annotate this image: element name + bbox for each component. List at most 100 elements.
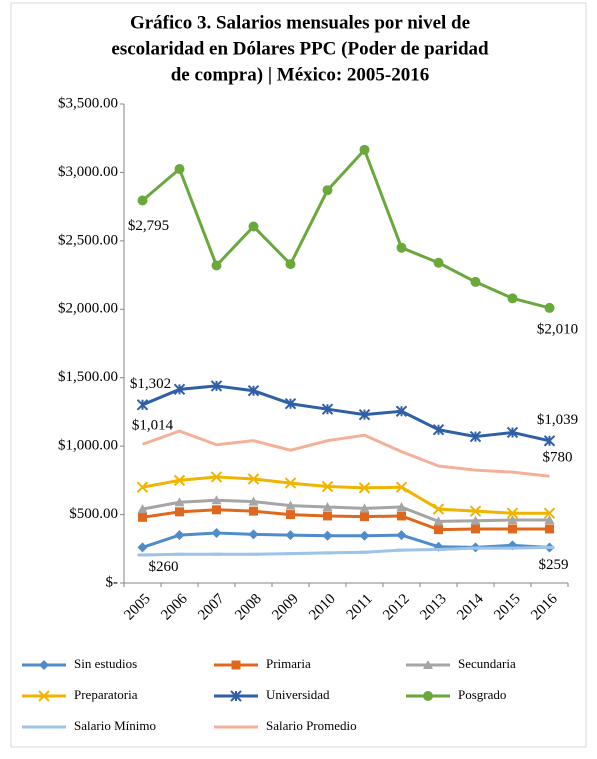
line: [142, 498, 550, 523]
y-tick-label: $2,000.00: [58, 301, 118, 317]
chart-title: Gráfico 3. Salarios mensuales por nivel …: [130, 12, 470, 33]
marker: [173, 383, 186, 396]
marker: [423, 660, 433, 669]
marker: [230, 690, 242, 702]
marker: [285, 530, 296, 541]
marker: [469, 505, 482, 517]
marker: [507, 293, 518, 304]
legend-entry: Sin estudios: [22, 656, 137, 671]
x-tick-label: 2016: [528, 591, 561, 624]
marker: [470, 515, 481, 525]
legend-entry: Posgrado: [406, 687, 506, 702]
marker: [286, 510, 295, 520]
legend-entry: Universidad: [214, 687, 330, 702]
marker: [470, 276, 481, 287]
legend-label: Primaria: [266, 656, 311, 671]
marker: [506, 507, 519, 519]
x-tick-label: 2013: [417, 591, 450, 624]
legend-entry: Salario Mínimo: [22, 718, 156, 733]
marker: [360, 512, 369, 522]
series: [137, 144, 555, 313]
marker: [210, 471, 223, 483]
legend-label: Posgrado: [458, 687, 506, 702]
legend-entry: Secundaria: [406, 656, 516, 671]
legend-entry: Preparatoria: [22, 687, 138, 702]
marker: [544, 302, 555, 313]
marker: [545, 524, 554, 534]
line: [141, 384, 550, 443]
marker: [395, 481, 408, 493]
marker: [136, 481, 149, 493]
line: [142, 545, 550, 557]
marker: [359, 530, 370, 541]
marker: [248, 496, 259, 506]
x-tick-label: 2008: [232, 591, 265, 624]
marker: [174, 164, 185, 175]
legend-label: Universidad: [266, 687, 330, 702]
marker: [423, 691, 433, 701]
y-tick-label: $2,500.00: [58, 232, 118, 248]
marker: [507, 515, 518, 525]
marker: [173, 474, 186, 487]
legend-entry: Salario Promedio: [214, 718, 357, 733]
marker: [322, 502, 333, 512]
x-tick-label: 2014: [454, 591, 487, 624]
legend-entry: Primaria: [214, 656, 311, 671]
line: [142, 531, 550, 550]
marker: [321, 480, 334, 493]
y-tick-label: $1,500.00: [58, 369, 118, 385]
marker: [432, 503, 445, 515]
line: [142, 508, 550, 532]
marker: [321, 403, 334, 415]
data-label: $780: [543, 450, 573, 466]
marker: [395, 405, 408, 417]
marker: [322, 530, 333, 541]
data-label: $260: [149, 559, 179, 575]
marker: [471, 524, 480, 534]
data-label: $259: [539, 557, 569, 573]
marker: [138, 512, 147, 522]
marker: [469, 430, 482, 443]
marker: [506, 426, 519, 439]
marker: [396, 530, 407, 541]
marker: [543, 507, 556, 519]
marker: [434, 525, 443, 535]
marker: [543, 435, 556, 447]
marker: [397, 511, 406, 521]
marker: [358, 482, 371, 494]
series: [136, 471, 556, 519]
marker: [137, 504, 148, 514]
chart-title: de compra) | México: 2005-2016: [171, 64, 430, 85]
line: [142, 475, 550, 515]
marker: [284, 398, 297, 410]
marker: [38, 690, 50, 702]
marker: [211, 260, 222, 271]
legend-label: Sin estudios: [74, 656, 137, 671]
marker: [248, 529, 259, 540]
y-tick-label: $-: [106, 574, 119, 590]
marker: [358, 408, 371, 421]
series: [138, 505, 554, 535]
x-tick-label: 2006: [158, 591, 191, 624]
frame: [10, 2, 587, 748]
marker: [210, 380, 223, 392]
data-label: $1,014: [132, 418, 174, 434]
data-label: $1,302: [130, 376, 171, 392]
series: [141, 429, 550, 478]
marker: [247, 473, 260, 485]
x-tick-label: 2011: [344, 591, 376, 623]
marker: [212, 505, 221, 515]
marker: [174, 530, 185, 541]
marker: [432, 424, 445, 436]
chart-title: escolaridad en Dólares PPC (Poder de par…: [111, 38, 489, 59]
marker: [211, 495, 222, 505]
marker: [323, 511, 332, 521]
y-tick-label: $1,000.00: [58, 438, 118, 454]
marker: [247, 385, 260, 397]
data-label: $2,795: [128, 218, 169, 234]
series: [136, 380, 556, 447]
marker: [248, 221, 259, 232]
marker: [174, 497, 185, 507]
series: [137, 495, 555, 526]
